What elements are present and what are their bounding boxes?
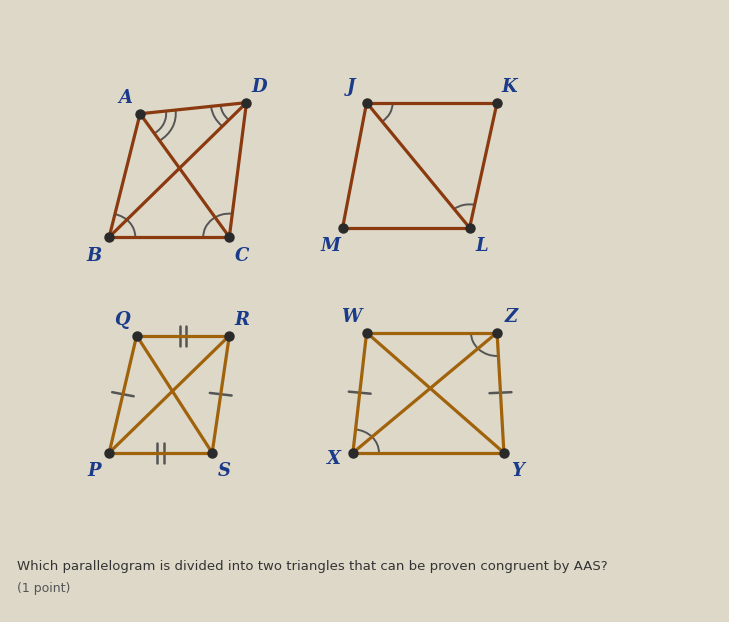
Text: D: D xyxy=(251,78,267,96)
Text: J: J xyxy=(347,78,356,96)
Text: B: B xyxy=(87,246,102,264)
Text: Z: Z xyxy=(504,308,518,326)
Text: A: A xyxy=(118,90,132,108)
Text: Which parallelogram is divided into two triangles that can be proven congruent b: Which parallelogram is divided into two … xyxy=(17,560,607,573)
Text: Y: Y xyxy=(511,462,524,480)
Text: L: L xyxy=(475,237,488,255)
Text: M: M xyxy=(320,237,340,255)
Text: Q: Q xyxy=(114,311,129,329)
Text: P: P xyxy=(87,462,101,480)
Text: S: S xyxy=(218,462,231,480)
Text: C: C xyxy=(235,246,249,264)
Text: W: W xyxy=(341,308,362,326)
Text: R: R xyxy=(234,311,249,329)
Text: K: K xyxy=(502,78,517,96)
Text: (1 point): (1 point) xyxy=(17,582,70,595)
Text: X: X xyxy=(327,450,340,468)
